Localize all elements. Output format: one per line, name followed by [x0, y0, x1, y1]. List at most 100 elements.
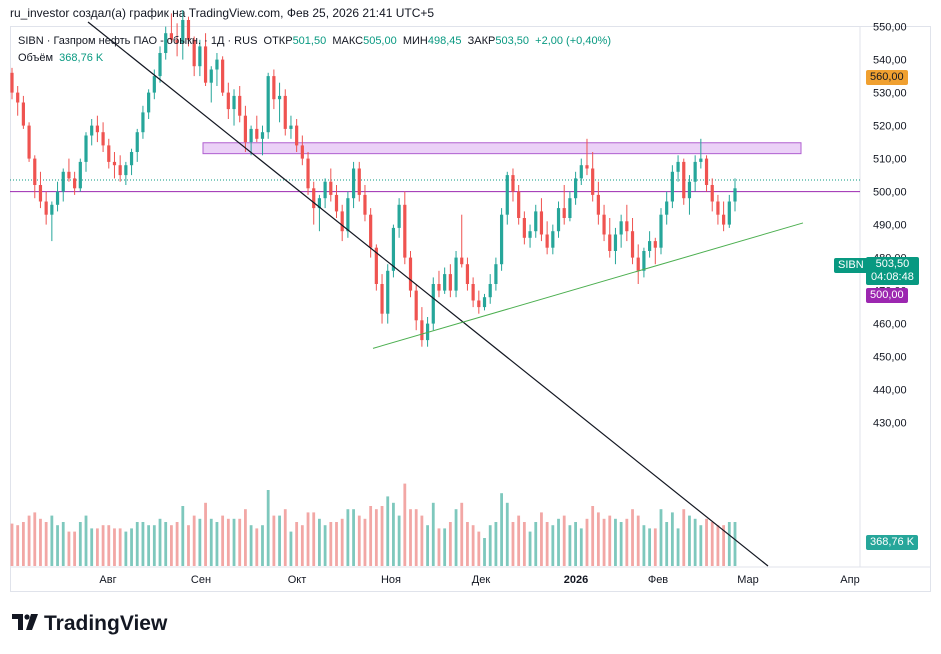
legend-close-label: ЗАКР — [467, 35, 496, 47]
volume-bar — [369, 506, 373, 566]
candle-body — [306, 158, 310, 189]
candle-body — [693, 161, 697, 182]
volume-bar — [386, 496, 390, 566]
volume-bar — [164, 522, 168, 566]
candle-body — [568, 198, 572, 218]
volume-bar — [483, 538, 486, 566]
volume-bar — [619, 522, 623, 566]
candle-body — [255, 128, 259, 139]
candle-body — [602, 214, 606, 235]
candle-body — [78, 161, 82, 189]
candle-body — [50, 204, 54, 215]
candle-body — [676, 161, 680, 172]
volume-bar — [244, 509, 247, 566]
legend-high-label: МАКС — [332, 35, 364, 47]
volume-bar — [363, 518, 367, 566]
candle-body — [517, 191, 521, 218]
volume-bar — [352, 509, 355, 566]
volume-bar — [27, 515, 31, 566]
legend-low-label: МИН — [402, 35, 428, 47]
candle-body — [44, 201, 48, 215]
legend-volume-label[interactable]: Объём — [18, 52, 54, 64]
x-tick-label: Ноя — [381, 574, 401, 586]
candle-body — [238, 95, 242, 116]
volume-bar — [152, 525, 156, 566]
candle-body — [90, 125, 94, 136]
legend-open-value: 501,50 — [292, 35, 327, 47]
tradingview-wordmark: TradingView — [44, 612, 168, 635]
legend-ohlc: SIBN · Газпром нефть ПАО - обыкн. · 1Д ·… — [18, 35, 611, 47]
volume-bar — [306, 512, 310, 566]
candle-body — [460, 257, 464, 265]
volume-bar — [579, 528, 583, 566]
candle-body — [226, 92, 230, 110]
candle-body — [317, 198, 322, 209]
candle-body — [477, 300, 481, 308]
volume-bar — [272, 515, 276, 566]
volume-bar — [130, 528, 133, 566]
volume-bar — [278, 515, 281, 566]
candle-body — [300, 145, 304, 159]
candle-body — [488, 284, 492, 298]
volume-bar — [67, 531, 71, 566]
candle-body — [420, 320, 424, 341]
level-560-tag: 560,00 — [866, 70, 908, 85]
volume-bar — [682, 509, 686, 566]
volume-bar — [113, 528, 116, 566]
candle-body — [528, 231, 532, 238]
candle-body — [443, 274, 447, 291]
volume-bar — [329, 522, 333, 566]
candle-body — [625, 221, 629, 232]
volume-bar — [340, 518, 344, 566]
legend-symbol[interactable]: SIBN · Газпром нефть ПАО - обыкн. · 1Д ·… — [18, 35, 258, 47]
candle-body — [494, 264, 498, 284]
volume-bar — [625, 518, 629, 566]
candle-body — [221, 59, 225, 93]
volume-bar — [84, 515, 88, 566]
volume-bar — [636, 515, 640, 566]
volume-bar — [488, 525, 492, 566]
candle-body — [346, 198, 350, 232]
volume-bar — [522, 522, 526, 566]
candle-body — [21, 102, 25, 126]
uptrend-support-line — [372, 222, 804, 349]
candle-body — [648, 241, 652, 251]
resistance-zone — [202, 142, 802, 155]
y-tick-label: 490,00 — [873, 220, 907, 232]
volume-bar — [300, 525, 304, 566]
candle-body — [369, 214, 373, 248]
volume-bar — [255, 528, 259, 566]
volume-bar — [454, 509, 458, 566]
candle-body — [101, 132, 105, 146]
y-tick-label: 430,00 — [873, 418, 907, 430]
volume-bar — [392, 502, 395, 566]
candle-body — [374, 247, 378, 284]
last-price-tag: 503,50 04:08:48 — [866, 257, 919, 285]
volume-bar — [118, 528, 122, 566]
volume-bar — [653, 528, 657, 566]
volume-bar — [466, 522, 469, 566]
downtrend-line — [87, 21, 769, 567]
volume-bar — [181, 506, 185, 566]
volume-bar — [221, 515, 225, 566]
volume-bar — [517, 515, 521, 566]
volume-bar — [642, 525, 646, 566]
candle-body — [107, 145, 111, 162]
legend-change: +2,00 (+0,40%) — [535, 35, 612, 47]
candle-body — [585, 165, 589, 169]
x-tick-label: Авг — [99, 574, 116, 586]
volume-bar — [443, 528, 447, 566]
candle-body — [704, 158, 709, 185]
y-tick-label: 440,00 — [873, 385, 907, 397]
volume-bar — [56, 525, 59, 566]
candle-body — [283, 95, 287, 129]
x-tick-label: 2026 — [564, 574, 588, 586]
tradingview-logo[interactable]: TradingView — [12, 612, 167, 636]
volume-bar — [78, 522, 82, 566]
candle-body — [33, 158, 37, 185]
chart-frame[interactable] — [10, 26, 931, 592]
legend-volume-value: 368,76 K — [59, 52, 104, 64]
candle-body — [312, 188, 316, 209]
volume-bar — [170, 525, 173, 566]
